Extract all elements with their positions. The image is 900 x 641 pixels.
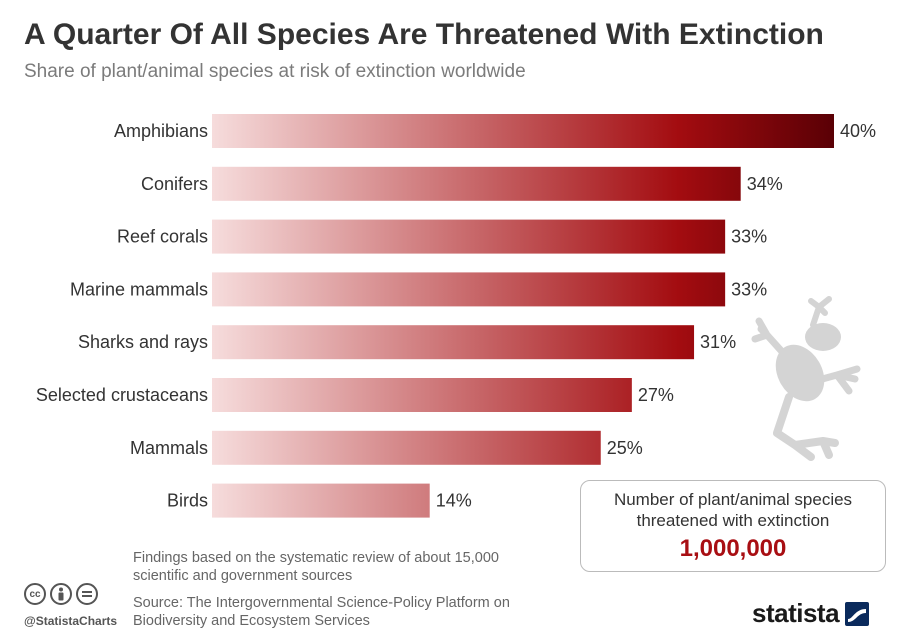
no-derivatives-icon	[76, 583, 98, 605]
social-handle: @StatistaCharts	[24, 614, 118, 628]
bar	[212, 378, 632, 412]
value-label: 33%	[731, 227, 767, 247]
value-label: 34%	[747, 174, 783, 194]
category-label: Mammals	[130, 438, 208, 458]
bar	[212, 483, 430, 518]
bar	[212, 325, 695, 360]
value-label: 40%	[840, 121, 876, 141]
callout-value: 1,000,000	[679, 535, 787, 562]
bar	[212, 114, 834, 148]
category-label: Sharks and rays	[78, 332, 208, 352]
chart-subtitle: Share of plant/animal species at risk of…	[24, 61, 526, 82]
bar	[212, 272, 726, 307]
frog-icon	[751, 296, 861, 461]
chart-title: A Quarter Of All Species Are Threatened …	[24, 18, 824, 51]
category-label: Selected crustaceans	[36, 385, 208, 405]
category-label: Birds	[167, 491, 208, 511]
callout-label: Number of plant/animal species threatene…	[613, 490, 853, 530]
value-label: 33%	[731, 279, 767, 299]
value-label: 14%	[436, 491, 472, 511]
source-note: Source: The Intergovernmental Science-Po…	[133, 595, 510, 629]
bar	[212, 430, 601, 465]
category-label: Amphibians	[114, 121, 208, 141]
brand-wordmark: statista	[752, 598, 840, 628]
bar	[212, 219, 726, 254]
value-label: 25%	[607, 438, 643, 458]
callout-box: Number of plant/animal species threatene…	[580, 480, 886, 572]
bars-group: Amphibians 40% Conifers 34% Reef corals 33% Ma…	[36, 114, 876, 518]
category-label: Conifers	[141, 174, 208, 194]
value-label: 31%	[700, 332, 736, 352]
footnote: Findings based on the systematic review …	[133, 550, 499, 584]
attribution-icon	[50, 583, 72, 605]
statista-logo-icon	[845, 601, 870, 626]
license-icons: cc	[24, 583, 98, 605]
value-label: 27%	[638, 385, 674, 405]
brand-logo[interactable]: statista	[752, 598, 870, 629]
category-label: Reef corals	[117, 227, 208, 247]
category-label: Marine mammals	[70, 279, 208, 299]
creative-commons-icon: cc	[24, 583, 46, 605]
bar-chart: Amphibians 40% Conifers 34% Reef corals 33% Ma…	[36, 114, 876, 518]
bar	[212, 166, 741, 201]
